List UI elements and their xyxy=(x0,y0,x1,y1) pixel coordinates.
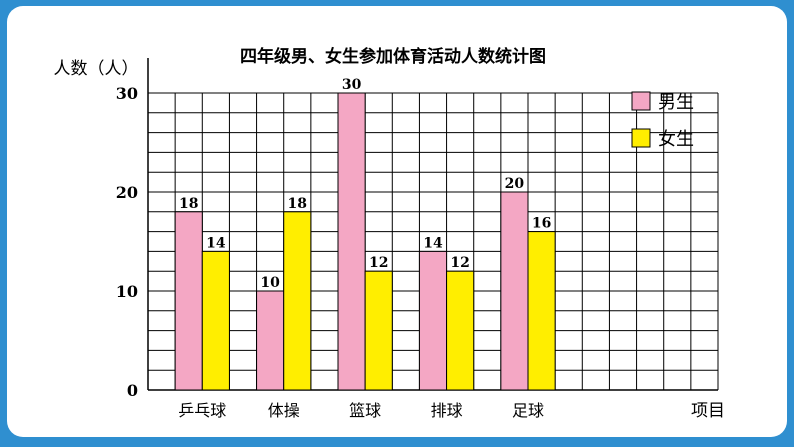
legend-label-boys: 男生 xyxy=(658,92,694,113)
bar-boys xyxy=(418,250,448,391)
y-axis-label: 人数（人） xyxy=(54,59,139,79)
x-tick-label: 乒乓球 xyxy=(178,401,226,420)
x-tick-label: 排球 xyxy=(431,401,463,420)
y-tick-label: 30 xyxy=(116,84,138,103)
data-label-girls: 12 xyxy=(369,255,388,271)
data-label-boys: 10 xyxy=(260,275,280,291)
slide-card xyxy=(7,6,787,437)
data-label-girls: 14 xyxy=(206,235,226,251)
bar-girls xyxy=(364,270,393,391)
bar-girls xyxy=(201,250,230,391)
bar-girls xyxy=(446,270,475,391)
chart-title: 四年级男、女生参加体育活动人数统计图 xyxy=(240,46,546,67)
x-tick-label: 体操 xyxy=(268,401,300,420)
labels: 0 10 20 30 18 14 乒乓球 10 18 体操 30 12 篮球 14 12 排球 20 16 足球 xyxy=(116,77,552,420)
bar-boys xyxy=(500,191,529,391)
x-tick-label: 篮球 xyxy=(349,401,381,420)
y-tick-label: 20 xyxy=(116,183,138,202)
y-tick-label: 0 xyxy=(127,381,138,400)
legend: 男生 女生 xyxy=(631,91,694,150)
data-label-boys: 14 xyxy=(423,235,443,251)
data-label-girls: 12 xyxy=(450,255,469,271)
x-tick-label: 足球 xyxy=(512,401,544,420)
bar-boys xyxy=(174,211,203,391)
bar-boys xyxy=(256,290,285,391)
bar-girls xyxy=(283,211,312,391)
data-label-boys: 20 xyxy=(505,176,525,192)
data-label-girls: 18 xyxy=(288,196,307,212)
y-tick-label: 10 xyxy=(116,282,138,301)
legend-swatch-boys xyxy=(631,91,651,111)
legend-swatch-girls xyxy=(631,128,651,148)
legend-label-girls: 女生 xyxy=(658,129,694,150)
data-label-boys: 30 xyxy=(342,77,362,93)
data-label-boys: 18 xyxy=(179,196,198,212)
x-axis-label: 项目 xyxy=(691,401,725,421)
bar-boys xyxy=(337,92,366,391)
data-label-girls: 16 xyxy=(532,216,551,232)
bar-girls xyxy=(527,231,556,391)
bars xyxy=(174,92,556,391)
